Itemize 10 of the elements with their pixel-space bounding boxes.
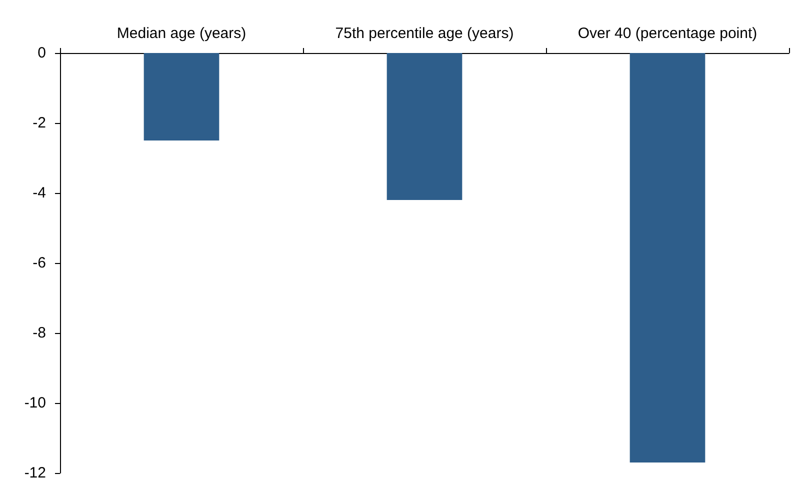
- x-tick-label: Over 40 (percentage point): [578, 25, 758, 42]
- y-tick-label: -8: [32, 324, 46, 342]
- y-tick-label: -2: [32, 114, 46, 132]
- y-tick-label: -12: [24, 464, 46, 481]
- y-tick-label: -10: [24, 394, 46, 412]
- y-tick-label: -4: [32, 184, 46, 202]
- x-tick-label: 75th percentile age (years): [335, 25, 514, 42]
- y-tick-label: 0: [38, 44, 46, 62]
- x-tick-label: Median age (years): [116, 25, 246, 42]
- y-tick-label: -6: [32, 254, 46, 272]
